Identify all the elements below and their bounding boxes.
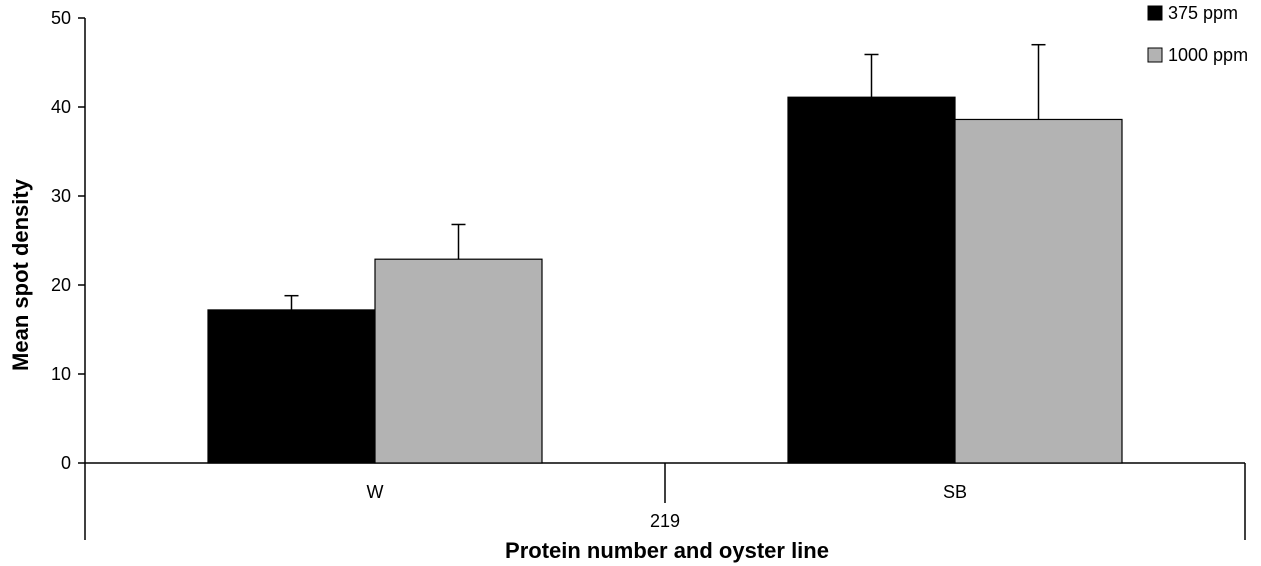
legend: 375 ppm 1000 ppm	[1147, 3, 1248, 65]
category-labels: W SB 219	[367, 482, 968, 531]
bars	[207, 96, 1123, 464]
category-label: SB	[943, 482, 967, 502]
y-tick-label: 40	[51, 97, 71, 117]
legend-swatch	[1147, 47, 1163, 63]
y-axis-title: Mean spot density	[8, 178, 33, 371]
error-bars	[284, 43, 1046, 310]
bar-w-375	[207, 309, 376, 464]
y-tick-label: 30	[51, 186, 71, 206]
bar-sb-1000	[954, 118, 1123, 464]
y-tick-label: 20	[51, 275, 71, 295]
legend-label: 1000 ppm	[1168, 45, 1248, 65]
y-ticks: 0 10 20 30 40 50	[51, 8, 85, 473]
group-label: 219	[650, 511, 680, 531]
y-tick-label: 10	[51, 364, 71, 384]
category-label: W	[367, 482, 384, 502]
legend-label: 375 ppm	[1168, 3, 1238, 23]
legend-swatch	[1147, 5, 1163, 21]
bar-w-1000	[374, 258, 543, 464]
x-axis-title: Protein number and oyster line	[505, 538, 829, 563]
bar-sb-375	[787, 96, 956, 464]
y-tick-label: 50	[51, 8, 71, 28]
y-tick-label: 0	[61, 453, 71, 473]
